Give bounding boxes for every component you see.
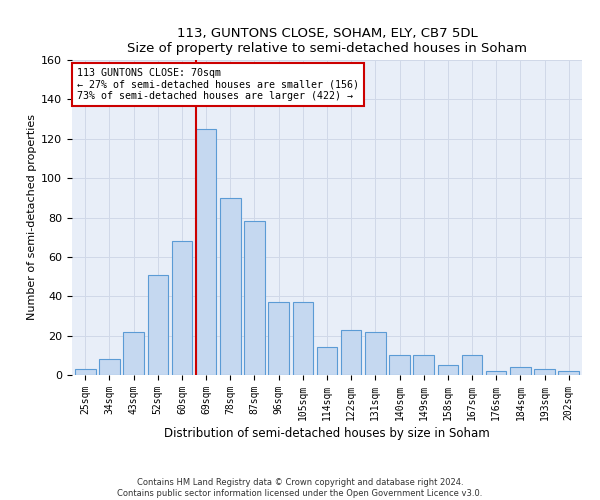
Bar	[148, 274, 168, 375]
Bar	[486, 371, 506, 375]
Y-axis label: Number of semi-detached properties: Number of semi-detached properties	[27, 114, 37, 320]
Bar	[559, 371, 579, 375]
Bar	[341, 330, 361, 375]
X-axis label: Distribution of semi-detached houses by size in Soham: Distribution of semi-detached houses by …	[164, 427, 490, 440]
Bar	[462, 356, 482, 375]
Text: 113 GUNTONS CLOSE: 70sqm
← 27% of semi-detached houses are smaller (156)
73% of : 113 GUNTONS CLOSE: 70sqm ← 27% of semi-d…	[77, 68, 359, 101]
Bar	[124, 332, 144, 375]
Bar	[534, 369, 555, 375]
Bar	[99, 359, 120, 375]
Bar	[413, 356, 434, 375]
Bar	[365, 332, 386, 375]
Title: 113, GUNTONS CLOSE, SOHAM, ELY, CB7 5DL
Size of property relative to semi-detach: 113, GUNTONS CLOSE, SOHAM, ELY, CB7 5DL …	[127, 26, 527, 54]
Bar	[244, 222, 265, 375]
Bar	[437, 365, 458, 375]
Bar	[389, 356, 410, 375]
Bar	[510, 367, 530, 375]
Bar	[75, 369, 95, 375]
Text: Contains HM Land Registry data © Crown copyright and database right 2024.
Contai: Contains HM Land Registry data © Crown c…	[118, 478, 482, 498]
Bar	[172, 241, 192, 375]
Bar	[293, 302, 313, 375]
Bar	[268, 302, 289, 375]
Bar	[317, 348, 337, 375]
Bar	[220, 198, 241, 375]
Bar	[196, 129, 217, 375]
